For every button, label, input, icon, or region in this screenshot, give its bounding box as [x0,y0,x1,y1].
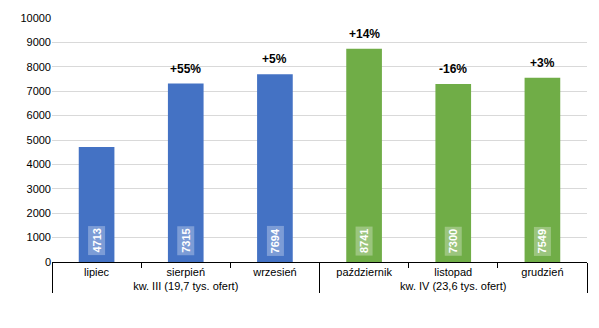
svg-text:kw. III (19,7 tys. ofert): kw. III (19,7 tys. ofert) [133,280,238,292]
svg-text:kw. IV (23,6 tys. ofert): kw. IV (23,6 tys. ofert) [400,280,506,292]
svg-text:7694: 7694 [269,228,281,253]
svg-text:6000: 6000 [27,109,51,121]
svg-text:wrzesień: wrzesień [252,266,296,278]
svg-text:10000: 10000 [20,12,51,24]
svg-text:październik: październik [336,266,392,278]
svg-text:8000: 8000 [27,61,51,73]
svg-text:+55%: +55% [170,62,201,76]
svg-text:4713: 4713 [91,228,103,252]
svg-text:8741: 8741 [358,229,370,253]
svg-text:5000: 5000 [27,134,51,146]
svg-text:sierpień: sierpień [166,266,205,278]
svg-text:9000: 9000 [27,36,51,48]
svg-text:listopad: listopad [434,266,472,278]
svg-text:+14%: +14% [349,27,380,41]
svg-text:+3%: +3% [530,56,555,70]
svg-text:7000: 7000 [27,85,51,97]
svg-text:1000: 1000 [27,231,51,243]
svg-text:7300: 7300 [447,229,459,253]
svg-text:4000: 4000 [27,158,51,170]
svg-text:7315: 7315 [180,228,192,252]
svg-text:0: 0 [45,256,51,268]
svg-text:grudzień: grudzień [521,266,563,278]
svg-text:3000: 3000 [27,183,51,195]
svg-text:2000: 2000 [27,207,51,219]
svg-text:-16%: -16% [439,62,467,76]
svg-text:7549: 7549 [536,229,548,253]
svg-text:lipiec: lipiec [84,266,110,278]
svg-text:+5%: +5% [262,52,287,66]
